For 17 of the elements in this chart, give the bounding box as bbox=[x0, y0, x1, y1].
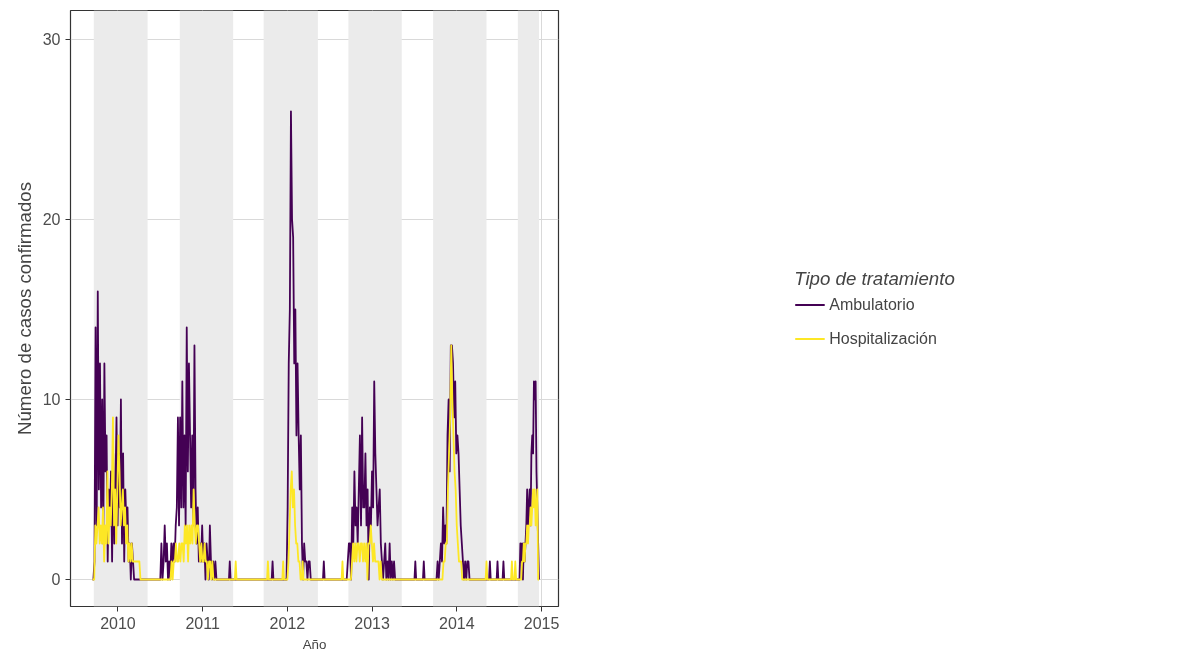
x-tick-label: 2014 bbox=[439, 614, 475, 632]
y-tick-label: 20 bbox=[42, 211, 61, 229]
line-series bbox=[91, 344, 540, 581]
x-tick-label: 2010 bbox=[100, 614, 136, 632]
line-series bbox=[91, 110, 540, 581]
legend-label: Hospitalización bbox=[829, 329, 937, 348]
legend-title: Tipo de tratamiento bbox=[794, 267, 955, 290]
x-tick-label: 2015 bbox=[523, 614, 560, 632]
x-tick-label: 2013 bbox=[354, 614, 391, 632]
x-axis-title: Año bbox=[302, 636, 327, 652]
y-axis-title: Número de casos confirmados bbox=[13, 181, 35, 435]
x-tick-label: 2012 bbox=[269, 614, 306, 632]
legend-label: Ambulatorio bbox=[829, 295, 915, 314]
y-tick-label: 30 bbox=[42, 31, 61, 49]
y-tick-label: 10 bbox=[42, 391, 61, 409]
y-tick-label: 0 bbox=[51, 571, 61, 589]
x-tick-label: 2011 bbox=[185, 614, 220, 632]
